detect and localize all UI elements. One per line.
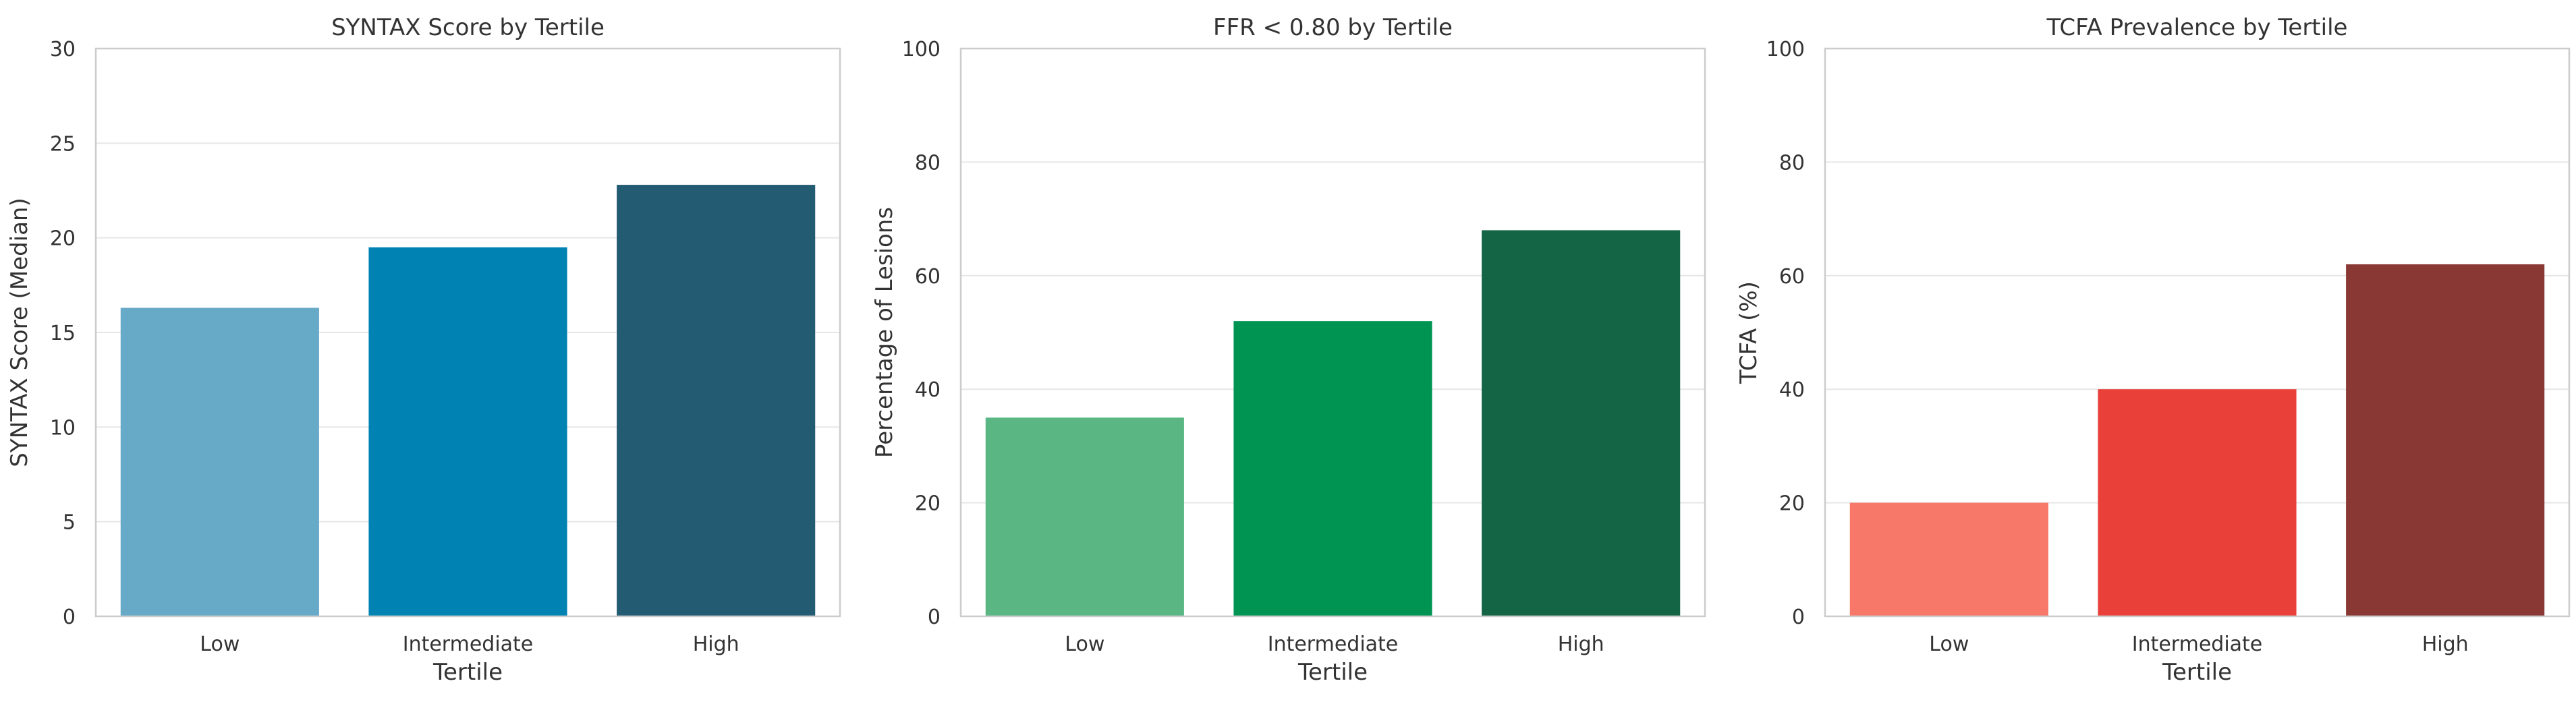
- x-axis-label: Tertile: [1297, 659, 1368, 686]
- y-tick-label: 80: [1779, 151, 1805, 175]
- x-tick-label: High: [1558, 633, 1604, 656]
- x-tick-label: High: [2422, 633, 2469, 656]
- chart-panel-3: 0 20 40 60 80 100 Low Intermediate High Tertile TC…: [1735, 14, 2571, 686]
- y-tick-label: 40: [915, 378, 941, 402]
- y-axis-label: TCFA (%): [1735, 281, 1762, 384]
- y-tick-label: 25: [50, 132, 76, 156]
- bar-low: [1849, 502, 2048, 616]
- bar-intermediate: [368, 247, 567, 616]
- y-tick-label: 20: [915, 492, 941, 516]
- y-tick-label: 80: [915, 151, 941, 175]
- bar-high: [2346, 264, 2545, 617]
- axes-frame: [94, 47, 841, 618]
- chart-title: SYNTAX Score by Tertile: [331, 14, 605, 41]
- y-tick-label: 60: [1779, 265, 1805, 289]
- bar-high: [617, 185, 816, 617]
- y-tick-label: 0: [63, 606, 76, 629]
- chart-panel-1: 0 5 10 15 20 25 30 Low Intermediate High Tertile SY…: [6, 14, 841, 686]
- bar-intermediate: [2098, 389, 2297, 616]
- chart-panel-2: 0 20 40 60 80 100 Low Intermediate High Tertile Pe…: [871, 14, 1706, 686]
- x-tick-label: Low: [1929, 633, 1969, 656]
- bar-low: [985, 417, 1184, 616]
- y-tick-label: 20: [50, 227, 76, 251]
- y-tick-label: 15: [50, 322, 76, 345]
- y-tick-label: 30: [50, 38, 76, 61]
- axes-frame: [1824, 47, 2571, 618]
- x-tick-label: Intermediate: [2132, 633, 2263, 656]
- y-tick-label: 5: [63, 511, 76, 535]
- y-tick-label: 40: [1779, 378, 1805, 402]
- x-tick-label: High: [693, 633, 739, 656]
- axes-frame: [959, 47, 1706, 618]
- x-tick-label: Intermediate: [403, 633, 534, 656]
- x-tick-label: Intermediate: [1268, 633, 1399, 656]
- x-tick-label: Low: [200, 633, 240, 656]
- x-axis-label: Tertile: [2162, 659, 2232, 686]
- y-tick-label: 0: [928, 606, 941, 629]
- y-axis-label: SYNTAX Score (Median): [6, 198, 33, 467]
- y-tick-label: 100: [902, 38, 941, 61]
- bar-low: [120, 307, 319, 616]
- y-tick-label: 10: [50, 416, 76, 440]
- x-axis-label: Tertile: [432, 659, 503, 686]
- y-tick-label: 20: [1779, 492, 1805, 516]
- y-tick-label: 100: [1766, 38, 1805, 61]
- bar-high: [1482, 230, 1681, 616]
- chart-title: TCFA Prevalence by Tertile: [2046, 14, 2348, 41]
- y-tick-label: 60: [915, 265, 941, 289]
- chart-title: FFR < 0.80 by Tertile: [1213, 14, 1453, 41]
- bar-intermediate: [1233, 321, 1432, 616]
- x-tick-label: Low: [1065, 633, 1104, 656]
- y-tick-label: 0: [1792, 606, 1805, 629]
- y-axis-label: Percentage of Lesions: [871, 207, 898, 458]
